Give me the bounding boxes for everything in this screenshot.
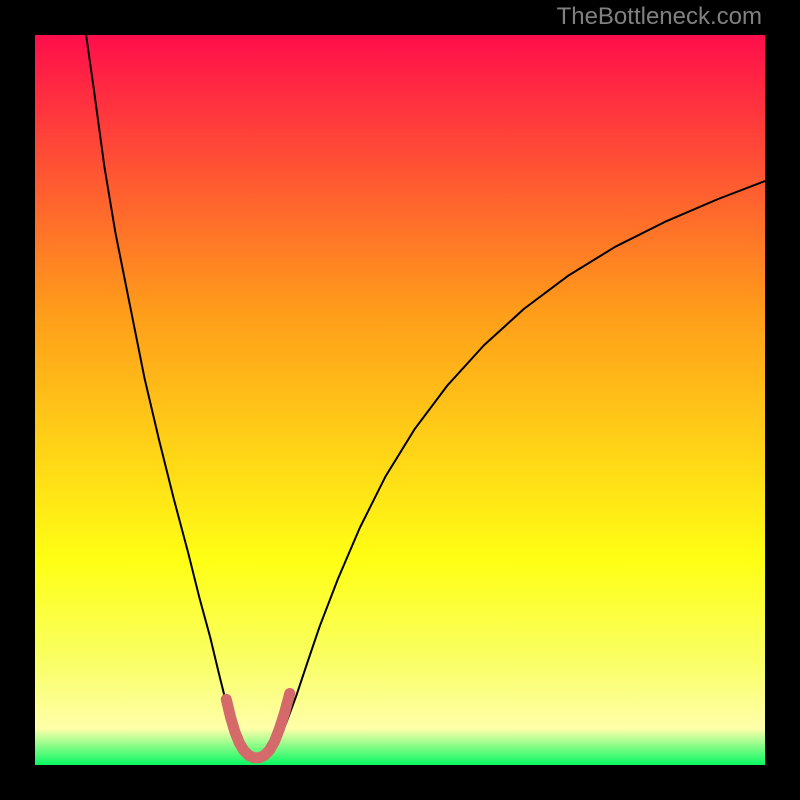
plot-area [35, 35, 765, 765]
watermark-text: TheBottleneck.com [557, 3, 762, 31]
plot-svg [35, 35, 765, 765]
gradient-background [35, 35, 765, 765]
